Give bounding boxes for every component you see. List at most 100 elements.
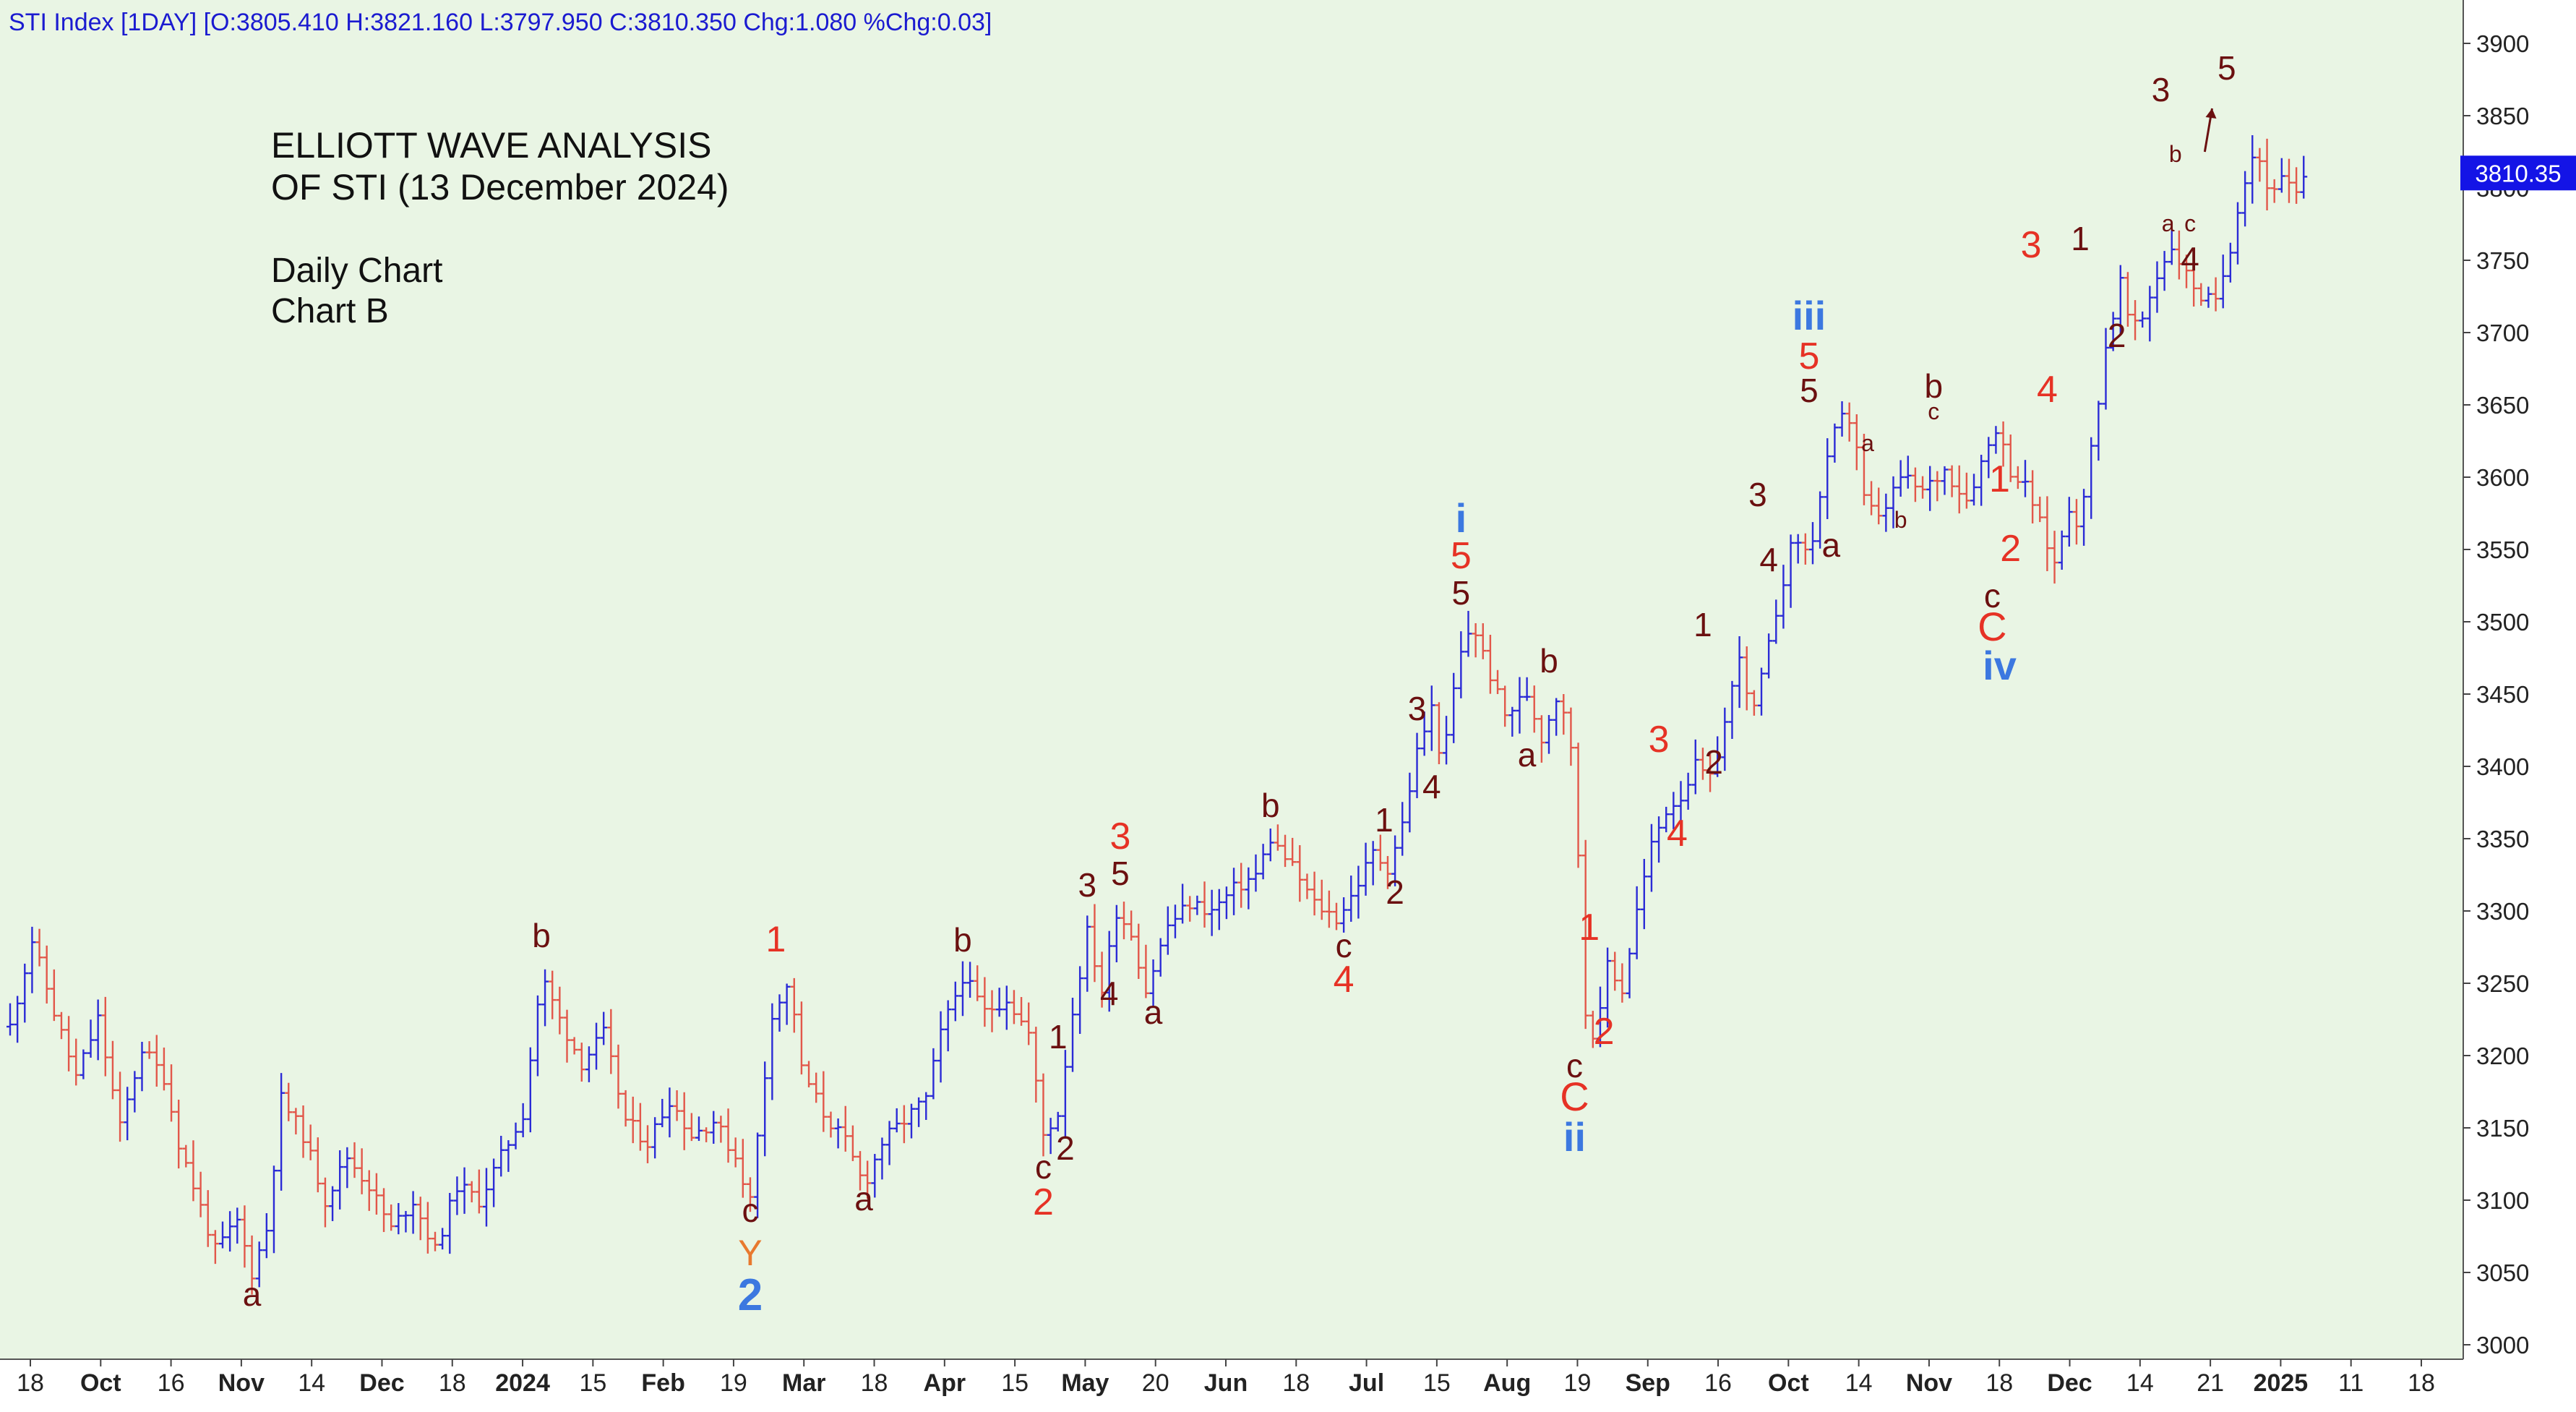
wave-label: 5 bbox=[1800, 372, 1819, 409]
x-tick-label: Dec bbox=[2047, 1369, 2092, 1397]
ohlc-bar bbox=[329, 1186, 337, 1221]
y-tick-label: 3100 bbox=[2476, 1187, 2529, 1214]
ohlc-bar bbox=[497, 1136, 505, 1177]
ohlc-bar bbox=[1179, 883, 1187, 924]
ohlc-bar bbox=[1574, 743, 1582, 868]
ohlc-bar bbox=[1626, 948, 1633, 998]
ohlc-bar bbox=[321, 1177, 329, 1228]
wave-label: 4 bbox=[2037, 369, 2058, 411]
wave-label: i bbox=[1456, 495, 1467, 541]
ohlc-bar bbox=[1868, 481, 1876, 515]
ohlc-bar bbox=[687, 1113, 695, 1142]
ohlc-bar bbox=[1941, 466, 1949, 495]
ohlc-bar bbox=[424, 1202, 432, 1254]
ohlc-bar bbox=[182, 1144, 190, 1168]
ohlc-bar bbox=[1838, 401, 1846, 437]
ohlc-bar bbox=[1604, 947, 1612, 1028]
ohlc-bar bbox=[988, 990, 996, 1032]
ohlc-bar bbox=[1310, 871, 1318, 916]
ohlc-bar bbox=[1333, 902, 1341, 930]
ohlc-bar bbox=[1882, 493, 1890, 532]
ohlc-bar bbox=[1808, 522, 1816, 565]
x-tick-label: Jul bbox=[1349, 1369, 1384, 1397]
wave-label: b bbox=[1261, 787, 1280, 824]
ohlc-bar bbox=[28, 926, 36, 993]
ohlc-bar bbox=[724, 1108, 732, 1163]
ohlc-bar bbox=[1523, 677, 1531, 701]
ohlc-bar bbox=[1845, 402, 1853, 442]
x-tick-label: 18 bbox=[1282, 1369, 1310, 1397]
wave-label: 5 bbox=[2217, 49, 2236, 87]
x-tick-label: 2024 bbox=[495, 1369, 550, 1397]
wave-label: c bbox=[1035, 1148, 1052, 1186]
ohlc-bar bbox=[124, 1087, 132, 1141]
ohlc-bar bbox=[937, 1011, 945, 1083]
wave-labels: ab 1cY2ab12c23435abc4123455iab12cCii34123… bbox=[243, 49, 2236, 1320]
last-price-tag: 3810.35 bbox=[2460, 155, 2576, 191]
wave-label: 3 bbox=[1408, 690, 1427, 727]
price-bars bbox=[7, 134, 2308, 1295]
ohlc-bar bbox=[651, 1117, 659, 1159]
ohlc-bar bbox=[761, 1061, 769, 1157]
ohlc-bar bbox=[14, 996, 22, 1043]
wave-label: 4 bbox=[1759, 541, 1778, 578]
x-tick-label: 15 bbox=[1423, 1369, 1451, 1397]
wave-label: 2 bbox=[1033, 1181, 1054, 1223]
x-tick-label: 14 bbox=[1845, 1369, 1873, 1397]
ohlc-bar bbox=[526, 1047, 534, 1133]
ohlc-bar bbox=[1054, 1111, 1062, 1131]
x-tick-label: Nov bbox=[1906, 1369, 1952, 1397]
wave-label: b bbox=[2169, 141, 2182, 167]
ohlc-bar bbox=[1215, 889, 1223, 930]
ohlc-bar bbox=[710, 1111, 718, 1144]
ohlc-bar bbox=[168, 1064, 176, 1122]
ohlc-bar bbox=[746, 1177, 754, 1212]
ohlc-bar bbox=[2051, 531, 2058, 584]
ohlc-bar bbox=[160, 1047, 168, 1091]
ohlc-bar bbox=[1464, 610, 1472, 657]
ohlc-bar bbox=[1274, 824, 1281, 851]
ohlc-bar bbox=[2153, 261, 2161, 313]
title-line-3: Daily Chart bbox=[271, 252, 442, 290]
title-block: ELLIOTT WAVE ANALYSIS OF STI (13 Decembe… bbox=[271, 125, 729, 330]
y-tick-label: 3400 bbox=[2476, 753, 2529, 780]
wave-label: b bbox=[1894, 507, 1907, 533]
ohlc-bar bbox=[1340, 897, 1348, 933]
ohlc-bar bbox=[856, 1151, 864, 1191]
ohlc-bar bbox=[1904, 455, 1912, 489]
title-line-2: OF STI (13 December 2024) bbox=[271, 167, 729, 207]
ohlc-bar bbox=[2072, 499, 2080, 545]
y-tick-label: 3450 bbox=[2476, 681, 2529, 708]
ohlc-bar bbox=[1501, 685, 1509, 727]
ohlc-bar bbox=[915, 1097, 923, 1127]
ohlc-bar bbox=[35, 928, 43, 967]
ohlc-bar bbox=[893, 1108, 901, 1133]
ohlc-bar bbox=[1222, 886, 1230, 920]
x-tick-label: 18 bbox=[439, 1369, 466, 1397]
ohlc-bar bbox=[1684, 772, 1692, 810]
ohlc-bar bbox=[2293, 167, 2301, 204]
x-tick-label: Oct bbox=[80, 1369, 121, 1397]
ohlc-bar bbox=[2241, 171, 2249, 227]
ohlc-bar bbox=[1105, 930, 1113, 1012]
ohlc-bar bbox=[2204, 286, 2212, 308]
ohlc-bar bbox=[145, 1041, 153, 1059]
wave-label: 1 bbox=[1049, 1018, 1068, 1056]
ohlc-bar bbox=[797, 1001, 805, 1075]
ohlc-bar bbox=[805, 1061, 813, 1087]
ohlc-bar bbox=[966, 962, 974, 998]
wave-label: iv bbox=[1983, 643, 2017, 688]
y-tick-label: 3750 bbox=[2476, 247, 2529, 274]
wave-label: a bbox=[1822, 526, 1841, 564]
ohlc-bar bbox=[306, 1124, 314, 1160]
x-tick-label: 19 bbox=[720, 1369, 747, 1397]
time-axis bbox=[0, 1359, 2463, 1408]
ohlc-bar bbox=[211, 1230, 219, 1265]
y-tick-label: 3500 bbox=[2476, 609, 2529, 636]
ohlc-bar bbox=[549, 970, 557, 1019]
ohlc-bar bbox=[2175, 230, 2183, 280]
ohlc-bar bbox=[841, 1105, 849, 1152]
wave-label: c bbox=[742, 1191, 758, 1229]
ohlc-bar bbox=[1728, 680, 1736, 740]
x-tick-label: 21 bbox=[2197, 1369, 2224, 1397]
